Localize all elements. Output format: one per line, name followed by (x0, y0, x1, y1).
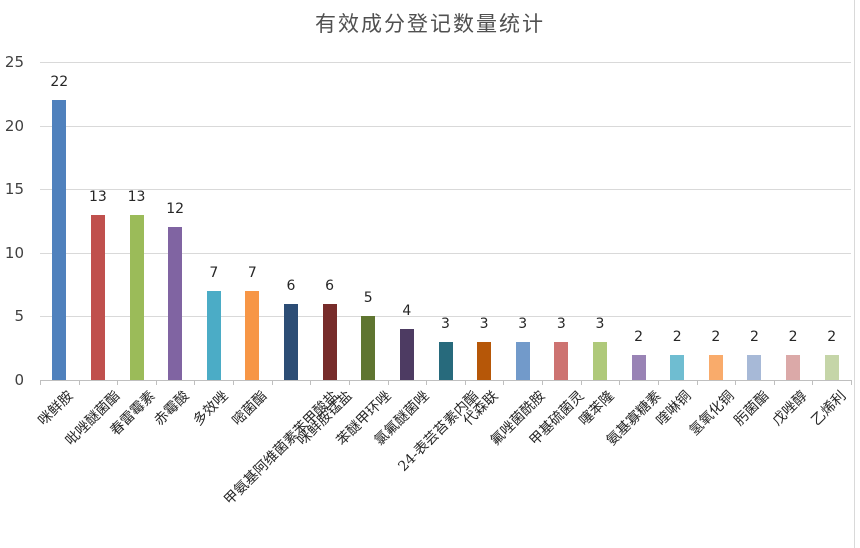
bar[interactable] (592, 341, 607, 380)
bar[interactable] (824, 354, 839, 380)
x-tick-mark (851, 380, 852, 385)
x-tick-mark (194, 380, 196, 385)
data-label: 2 (827, 328, 837, 345)
data-label: 3 (479, 315, 489, 332)
x-tick-mark (348, 380, 350, 385)
data-label: 3 (518, 315, 528, 332)
bar[interactable] (206, 290, 221, 380)
data-label: 2 (749, 328, 759, 345)
bar[interactable] (129, 214, 144, 380)
data-label: 4 (402, 303, 412, 320)
bar[interactable] (168, 227, 183, 380)
data-label: 22 (50, 74, 69, 91)
data-label: 5 (363, 290, 373, 307)
x-tick-mark (426, 380, 428, 385)
data-label: 6 (286, 277, 296, 294)
y-tick-label: 10 (4, 243, 24, 262)
x-tick-mark (657, 380, 659, 385)
data-label: 7 (209, 264, 219, 281)
bar[interactable] (52, 100, 67, 380)
x-tick-mark (155, 380, 157, 385)
bar[interactable] (322, 303, 337, 380)
x-tick-mark (78, 380, 80, 385)
y-tick-label: 20 (4, 116, 24, 135)
x-tick-mark (233, 380, 235, 385)
bar[interactable] (515, 341, 530, 380)
data-label: 13 (89, 188, 107, 205)
x-tick-mark (464, 380, 466, 385)
bar[interactable] (399, 329, 414, 380)
gridline (40, 316, 851, 318)
x-tick-mark (40, 380, 41, 385)
data-label: 2 (711, 328, 721, 345)
y-tick-label: 5 (14, 307, 24, 326)
gridline (40, 252, 851, 254)
data-label: 7 (247, 264, 257, 281)
data-label: 3 (556, 315, 566, 332)
data-label: 13 (127, 188, 146, 205)
bar[interactable] (670, 354, 685, 380)
x-tick-mark (387, 380, 389, 385)
bar[interactable] (284, 303, 299, 380)
data-label: 2 (634, 328, 644, 345)
bar[interactable] (631, 354, 646, 380)
x-tick-mark (735, 380, 737, 385)
bar[interactable] (438, 341, 453, 380)
bar[interactable] (477, 341, 492, 380)
x-tick-mark (812, 380, 814, 385)
x-axis-line (40, 380, 851, 381)
data-label: 3 (441, 315, 450, 332)
y-tick-label: 25 (4, 53, 24, 71)
x-tick-mark (271, 380, 273, 385)
x-tick-mark (310, 380, 312, 385)
data-label: 2 (788, 328, 798, 345)
x-tick-mark (542, 380, 544, 385)
y-tick-label: 15 (4, 180, 24, 199)
bar[interactable] (90, 214, 105, 380)
bar[interactable] (554, 341, 569, 380)
x-tick-mark (117, 380, 119, 385)
y-tick-label: 0 (14, 371, 24, 389)
x-tick-mark (696, 380, 698, 385)
data-label: 3 (595, 315, 605, 332)
data-label: 2 (672, 328, 682, 345)
bar[interactable] (708, 354, 723, 380)
bar[interactable] (747, 354, 762, 380)
x-tick-mark (503, 380, 505, 385)
x-tick-mark (580, 380, 582, 385)
bar[interactable] (361, 316, 376, 380)
bar[interactable] (786, 354, 801, 380)
data-label: 12 (166, 201, 185, 218)
chart-title: 有效成分登记数量统计 (315, 12, 545, 36)
data-label: 6 (325, 277, 335, 294)
bar[interactable] (245, 290, 260, 380)
gridline (40, 62, 851, 63)
plot-area: 22 13 13 12 7 7 6 6 5 4 3 3 3 3 3 2 2 2 2 2 2 (40, 62, 852, 385)
x-tick-mark (619, 380, 621, 385)
gridline (40, 125, 851, 127)
x-tick-mark (773, 380, 775, 385)
gridline (40, 189, 851, 191)
